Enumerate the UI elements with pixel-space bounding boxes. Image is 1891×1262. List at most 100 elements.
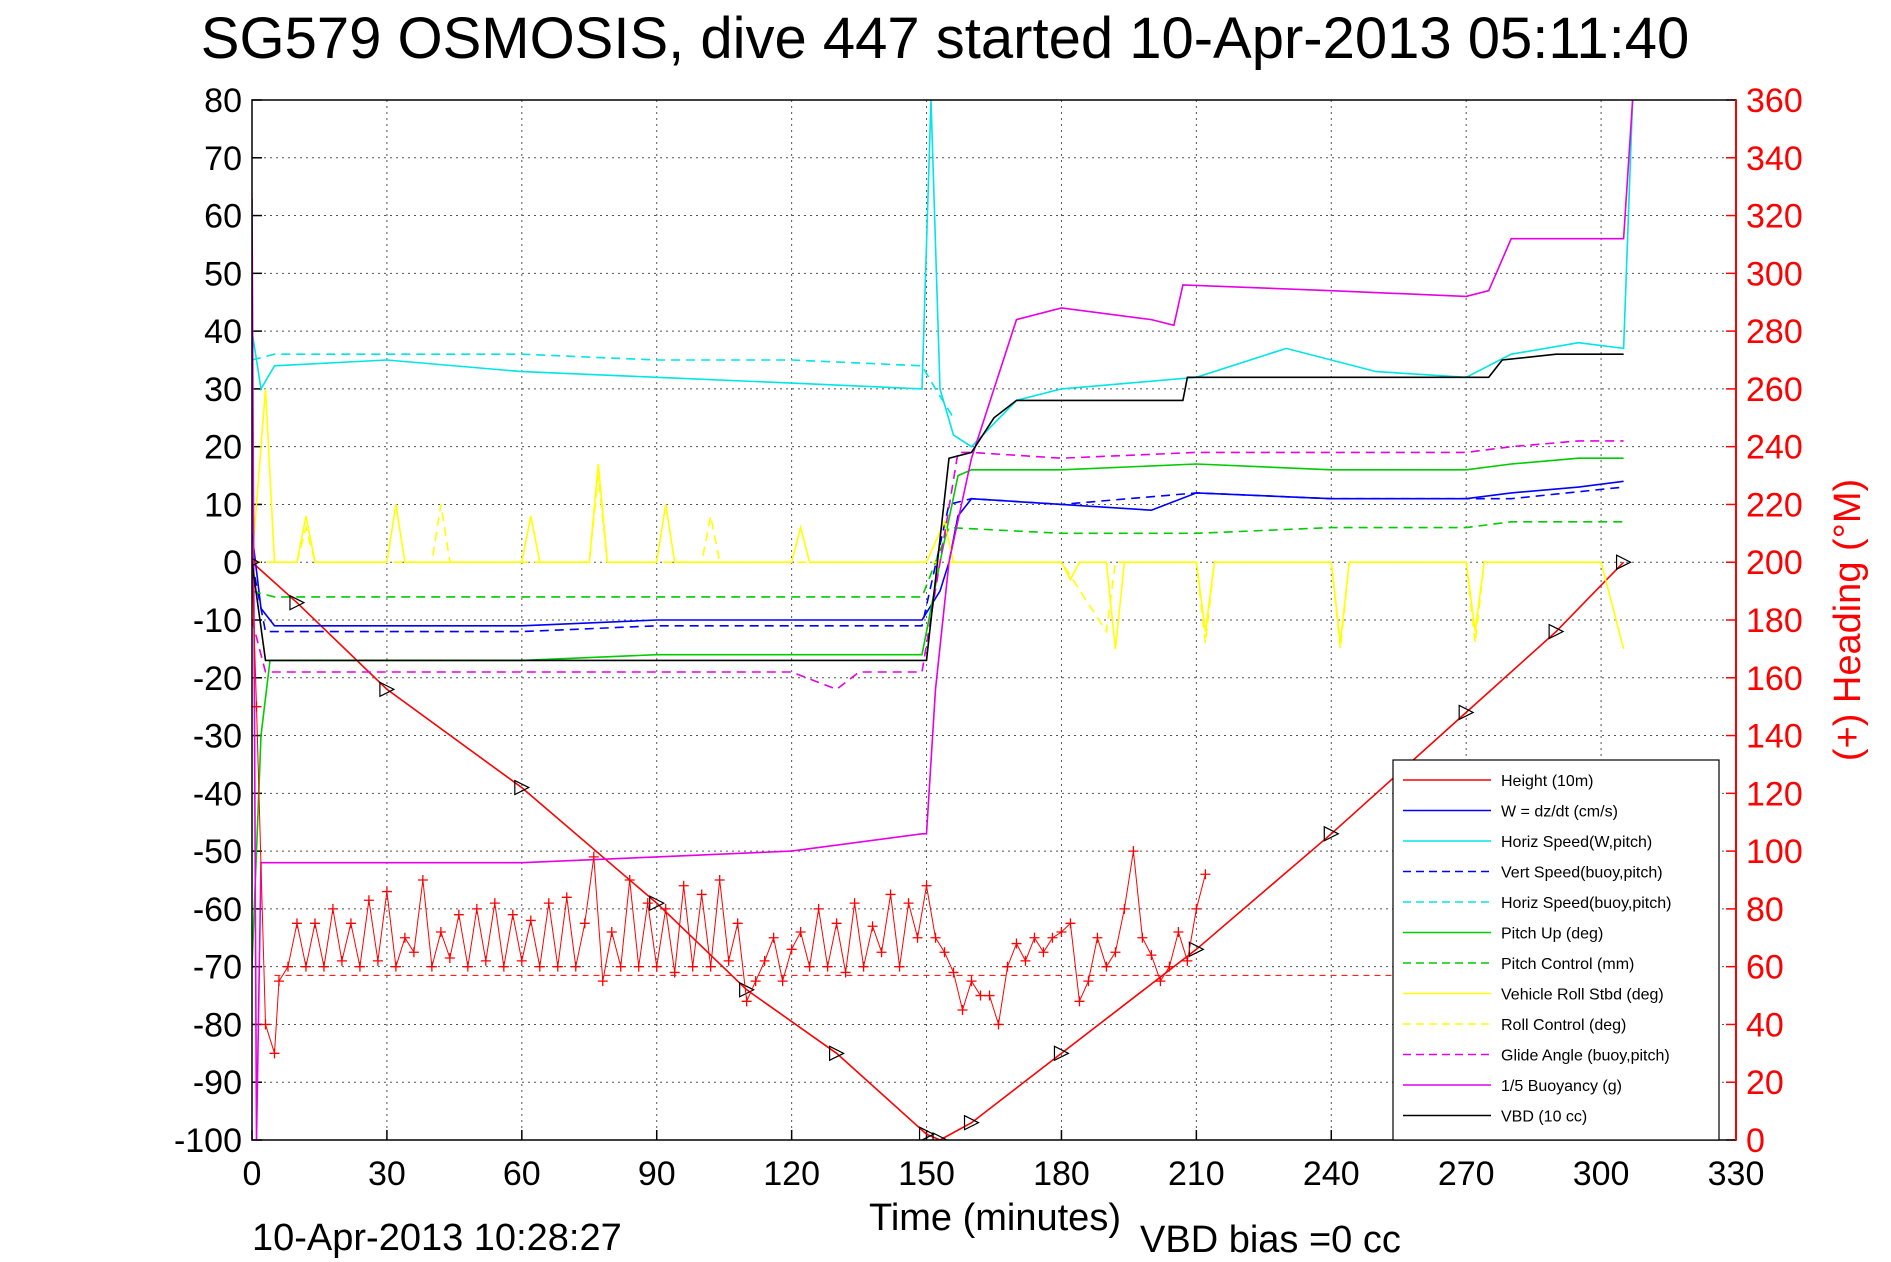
x-tick-label: 210 <box>1168 1155 1225 1193</box>
x-tick-label: 120 <box>763 1155 820 1193</box>
y-tick-label: 20 <box>204 429 242 467</box>
y-tick-label: 50 <box>204 255 242 293</box>
height-marker <box>1458 704 1475 721</box>
legend-entry: Pitch Control (mm) <box>1501 956 1634 973</box>
height-marker <box>963 1114 980 1131</box>
y-right-tick-label: 180 <box>1746 602 1803 640</box>
heading-marker <box>525 915 536 926</box>
heading-marker <box>750 976 761 987</box>
heading-marker <box>669 967 680 978</box>
x-tick-label: 150 <box>898 1155 955 1193</box>
heading-marker <box>570 961 581 972</box>
y-tick-label: -20 <box>193 660 242 698</box>
y-right-tick-label: 20 <box>1746 1064 1784 1102</box>
series-line-7 <box>252 388 1625 650</box>
heading-marker <box>1029 932 1040 943</box>
heading-marker <box>390 961 401 972</box>
y-tick-label: -70 <box>193 949 242 987</box>
heading-marker <box>318 961 329 972</box>
heading-marker <box>912 932 923 943</box>
heading-marker <box>269 1048 280 1059</box>
y-right-tick-label: 320 <box>1746 198 1803 236</box>
y-tick-label: -90 <box>193 1064 242 1102</box>
heading-marker <box>1083 976 1094 987</box>
y-tick-label: -40 <box>193 775 242 813</box>
y-ticks-right: 0 20 40 60 80 100 120 140 160 180 200 220 240 260 280 3… <box>1726 82 1803 1160</box>
heading-marker <box>1074 996 1085 1007</box>
heading-marker <box>561 892 572 903</box>
heading-marker <box>444 953 455 963</box>
heading-marker <box>588 851 599 862</box>
y-tick-label: 30 <box>204 371 242 409</box>
legend-entry: 1/5 Buoyancy (g) <box>1501 1078 1622 1095</box>
heading-marker <box>408 947 419 958</box>
x-tick-label: 240 <box>1303 1155 1360 1193</box>
y-tick-label: -30 <box>193 718 242 756</box>
heading-marker <box>489 898 500 909</box>
height-marker <box>932 1132 949 1140</box>
heading-marker <box>309 918 320 929</box>
heading-marker <box>948 967 959 978</box>
heading-marker <box>1146 950 1157 961</box>
heading-marker <box>1101 961 1112 972</box>
height-marker <box>1615 554 1632 571</box>
y-tick-label: -60 <box>193 891 242 929</box>
heading-marker <box>714 875 725 885</box>
heading-marker <box>651 961 662 972</box>
heading-marker <box>993 1019 1004 1030</box>
heading-marker <box>417 875 428 885</box>
height-marker <box>514 779 531 796</box>
y-tick-label: -100 <box>174 1122 242 1160</box>
heading-marker <box>1002 961 1013 972</box>
heading-marker <box>453 909 464 920</box>
legend-entry: W = dz/dt (cm/s) <box>1501 804 1618 821</box>
heading-marker <box>723 955 734 966</box>
series-layer <box>252 100 1634 1140</box>
heading-marker <box>1092 932 1103 943</box>
heading-marker <box>984 990 995 1001</box>
y-right-tick-label: 40 <box>1746 1006 1784 1044</box>
height-marker <box>918 1126 935 1140</box>
heading-marker <box>642 898 653 909</box>
heading-marker <box>624 875 635 885</box>
y-tick-label: 80 <box>204 82 242 120</box>
series-line-3 <box>252 486 1624 633</box>
heading-marker <box>516 955 527 966</box>
y-tick-label: 0 <box>223 544 242 582</box>
legend-entry: Horiz Speed(buoy,pitch) <box>1501 895 1671 912</box>
heading-marker <box>957 1005 968 1015</box>
heading-marker <box>741 996 752 1007</box>
heading-marker <box>1137 932 1148 943</box>
footer-vbd-bias: VBD bias =0 cc <box>1140 1219 1401 1261</box>
heading-marker <box>300 961 311 972</box>
heading-marker <box>831 918 842 929</box>
y-right-tick-label: 60 <box>1746 949 1784 987</box>
y-right-tick-label: 140 <box>1746 718 1803 756</box>
footer-timestamp: 10-Apr-2013 10:28:27 <box>252 1217 622 1259</box>
heading-marker <box>903 898 914 909</box>
heading-marker <box>282 961 293 972</box>
heading-marker <box>633 961 644 972</box>
legend: Height (10m) W = dz/dt (cm/s) Horiz Speed(… <box>1392 759 1720 1141</box>
heading-marker <box>768 932 779 943</box>
heading-marker <box>615 961 626 972</box>
heading-marker <box>732 918 743 929</box>
heading-marker <box>678 880 689 891</box>
heading-marker <box>471 903 482 914</box>
y-right-tick-label: 80 <box>1746 891 1784 929</box>
y-tick-label: 70 <box>204 140 242 178</box>
height-marker <box>1053 1045 1070 1062</box>
x-tick-label: 300 <box>1573 1155 1630 1193</box>
legend-entry: Vehicle Roll Stbd (deg) <box>1501 987 1664 1004</box>
heading-marker <box>1038 947 1049 958</box>
y-right-tick-label: 340 <box>1746 140 1803 178</box>
legend-entry: Pitch Up (deg) <box>1501 926 1603 943</box>
heading-marker <box>867 921 878 932</box>
series-line-6 <box>252 521 1624 598</box>
heading-marker <box>813 903 824 914</box>
heading-marker <box>1200 869 1211 880</box>
x-ticks: 0 30 60 90 120 150 180 210 240 270 300 330 <box>243 1130 1764 1193</box>
heading-marker <box>660 903 671 914</box>
height-marker <box>1323 825 1340 842</box>
